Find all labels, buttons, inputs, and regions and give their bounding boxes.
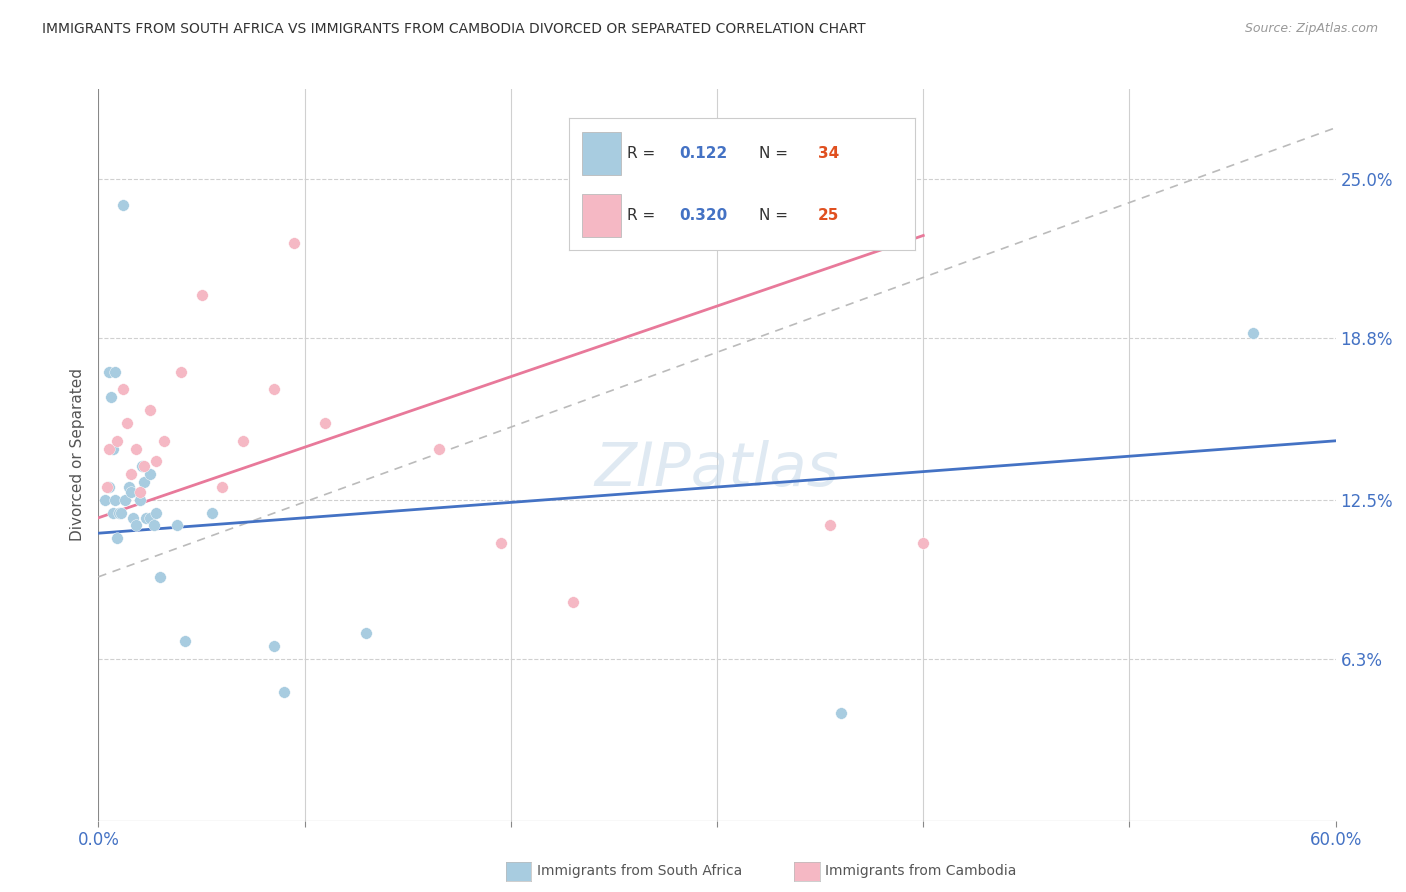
Point [139, 467, 162, 482]
Point [132, 459, 155, 474]
Point [139, 510, 162, 524]
Point [314, 416, 336, 430]
Point [145, 454, 167, 468]
Point [97, 480, 120, 494]
Point [356, 626, 378, 640]
Point [100, 390, 122, 404]
Text: Immigrants from South Africa: Immigrants from South Africa [537, 864, 742, 879]
Point [118, 480, 141, 494]
Point [97, 442, 120, 456]
Point [120, 467, 142, 482]
Point [128, 485, 150, 500]
Point [124, 518, 146, 533]
Point [145, 506, 167, 520]
Point [283, 236, 305, 251]
Point [201, 506, 224, 520]
Point [114, 492, 136, 507]
Point [489, 536, 512, 550]
Point [128, 492, 150, 507]
Point [97, 364, 120, 378]
Point [101, 442, 124, 456]
Point [166, 518, 188, 533]
Text: Source: ZipAtlas.com: Source: ZipAtlas.com [1244, 22, 1378, 36]
Point [427, 442, 450, 456]
Point [112, 383, 135, 397]
Point [1241, 326, 1264, 340]
Point [232, 434, 254, 448]
Point [830, 706, 852, 720]
Point [135, 510, 157, 524]
Point [117, 416, 139, 430]
Point [263, 639, 285, 653]
Point [104, 364, 127, 378]
Point [273, 685, 295, 699]
Point [820, 518, 842, 533]
Point [120, 485, 142, 500]
Point [263, 383, 285, 397]
Point [101, 506, 124, 520]
Point [170, 364, 193, 378]
Point [131, 459, 153, 474]
Point [190, 287, 212, 301]
Point [105, 434, 128, 448]
Point [153, 434, 176, 448]
Point [108, 506, 131, 520]
Text: ZIPatlas: ZIPatlas [595, 440, 839, 499]
Point [105, 532, 128, 546]
Point [174, 634, 197, 648]
Point [104, 492, 127, 507]
Point [110, 506, 132, 520]
Point [124, 442, 146, 456]
Y-axis label: Divorced or Separated: Divorced or Separated [70, 368, 86, 541]
Point [665, 197, 688, 211]
Point [122, 510, 145, 524]
Text: IMMIGRANTS FROM SOUTH AFRICA VS IMMIGRANTS FROM CAMBODIA DIVORCED OR SEPARATED C: IMMIGRANTS FROM SOUTH AFRICA VS IMMIGRAN… [42, 22, 866, 37]
Point [211, 480, 233, 494]
Text: Immigrants from Cambodia: Immigrants from Cambodia [825, 864, 1017, 879]
Point [96, 480, 118, 494]
Point [139, 403, 162, 417]
Point [912, 536, 935, 550]
Point [93, 492, 115, 507]
Point [143, 518, 166, 533]
Point [561, 595, 583, 609]
Point [112, 197, 135, 211]
Point [149, 570, 172, 584]
Point [132, 475, 155, 489]
